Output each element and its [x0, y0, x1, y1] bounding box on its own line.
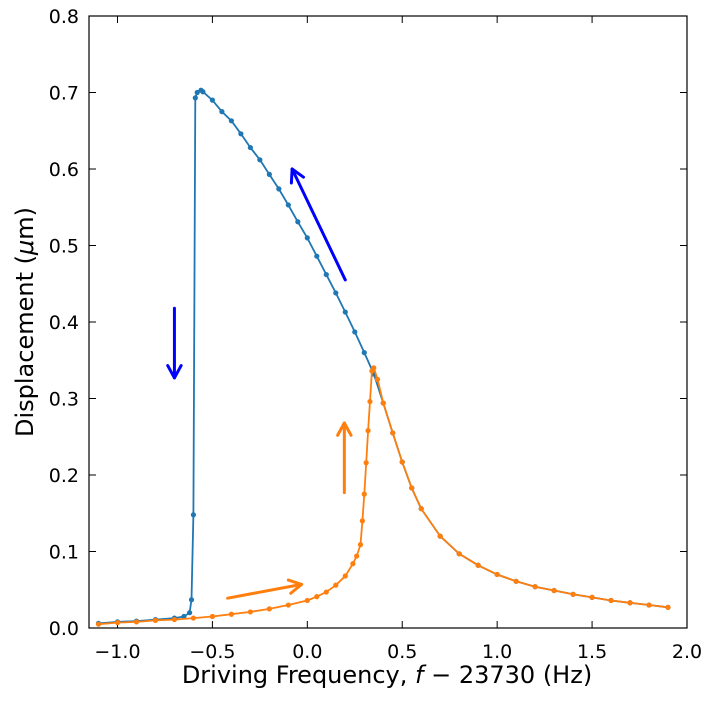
- data-point: [608, 597, 614, 604]
- data-point: [352, 329, 358, 335]
- data-point: [200, 89, 206, 95]
- data-point: [333, 582, 339, 588]
- data-point: [257, 157, 263, 163]
- data-point: [114, 620, 121, 626]
- x-tick-label: 0.5: [387, 641, 417, 663]
- data-point: [295, 219, 301, 225]
- data-point: [190, 512, 197, 518]
- data-point: [188, 597, 195, 603]
- orange-right-arrow: [226, 578, 304, 600]
- data-point: [190, 615, 197, 621]
- x-tick-label: 1.0: [482, 641, 512, 663]
- y-tick-label: 0.4: [49, 312, 79, 334]
- series-line: [98, 89, 669, 625]
- y-tick-label: 0.1: [49, 542, 79, 564]
- data-point: [95, 621, 102, 627]
- data-point: [350, 561, 356, 567]
- data-point: [133, 619, 140, 625]
- plot-frame: [88, 15, 688, 629]
- data-point: [209, 613, 215, 620]
- data-point: [627, 600, 633, 606]
- data-point: [152, 617, 159, 623]
- data-point: [247, 609, 253, 615]
- data-point: [390, 430, 396, 436]
- data-point: [357, 542, 364, 548]
- data-point: [194, 89, 200, 96]
- orange-up-arrow: [336, 421, 353, 495]
- data-point: [228, 118, 234, 124]
- data-point: [354, 553, 360, 559]
- data-point: [238, 131, 244, 137]
- data-point: [665, 604, 671, 610]
- y-tick-label: 0.8: [49, 6, 79, 28]
- annotation-layer: [166, 167, 353, 600]
- data-point: [314, 253, 320, 259]
- data-point: [181, 613, 187, 620]
- data-point: [266, 171, 272, 177]
- data-point: [418, 506, 424, 512]
- y-tick-label: 0.7: [49, 83, 79, 105]
- y-tick-label: 0.6: [49, 159, 79, 181]
- y-tick-label: 0.3: [49, 389, 79, 411]
- data-point: [494, 571, 500, 578]
- data-point: [367, 398, 373, 405]
- data-point: [187, 610, 193, 616]
- data-point: [333, 290, 339, 296]
- data-point: [314, 594, 320, 600]
- y-tick-label: 0.5: [49, 236, 79, 258]
- series-2: [95, 365, 671, 627]
- data-point: [359, 518, 365, 524]
- data-point: [342, 573, 348, 579]
- data-point: [374, 376, 381, 382]
- data-point: [323, 271, 329, 278]
- x-tick-label: −0.5: [189, 641, 235, 663]
- data-point: [551, 587, 557, 594]
- x-tick-label: 0.0: [292, 641, 322, 663]
- data-point: [361, 350, 367, 356]
- data-point: [371, 365, 377, 371]
- data-point: [363, 460, 369, 466]
- data-point: [475, 562, 481, 568]
- data-point: [532, 584, 538, 590]
- data-point: [285, 202, 291, 208]
- data-point: [304, 235, 310, 241]
- x-axis-label: Driving Frequency, f − 23730 (Hz): [182, 661, 592, 689]
- data-point: [589, 594, 595, 601]
- series-line: [98, 365, 669, 626]
- data-point: [209, 97, 215, 103]
- x-tick-label: 2.0: [672, 641, 702, 663]
- blue-diagonal-arrow: [289, 167, 347, 282]
- data-point: [266, 606, 272, 612]
- data-point: [456, 551, 462, 557]
- series-1: [95, 87, 671, 627]
- data-point: [513, 578, 519, 584]
- blue-down-arrow: [166, 306, 183, 380]
- data-point: [304, 597, 310, 604]
- data-point: [192, 95, 198, 101]
- x-tick-label: −1.0: [94, 641, 140, 663]
- y-tick-label: 0.0: [49, 618, 79, 640]
- data-point: [365, 428, 371, 434]
- axis-ticks: −1.0 −0.5 0.0 0.5 1.0 1.5 2.0 0.0 0.1 0.2 0.3 0.4 0.…: [49, 6, 702, 663]
- y-tick-label: 0.2: [49, 465, 79, 487]
- data-point: [247, 144, 253, 151]
- x-tick-label: 1.5: [577, 641, 607, 663]
- data-point: [646, 602, 652, 608]
- data-point: [276, 186, 282, 192]
- data-point: [570, 591, 576, 597]
- data-point: [219, 109, 225, 115]
- data-point: [361, 491, 367, 497]
- data-point: [323, 589, 329, 595]
- data-point: [409, 485, 415, 491]
- data-point: [228, 611, 234, 617]
- data-point: [285, 602, 291, 608]
- data-point: [399, 459, 405, 465]
- series-layer: [95, 87, 671, 627]
- data-point: [171, 616, 178, 623]
- data-point: [380, 400, 386, 406]
- data-point: [342, 309, 348, 315]
- y-axis-label: Displacement (μm): [11, 207, 39, 437]
- data-point: [437, 533, 443, 539]
